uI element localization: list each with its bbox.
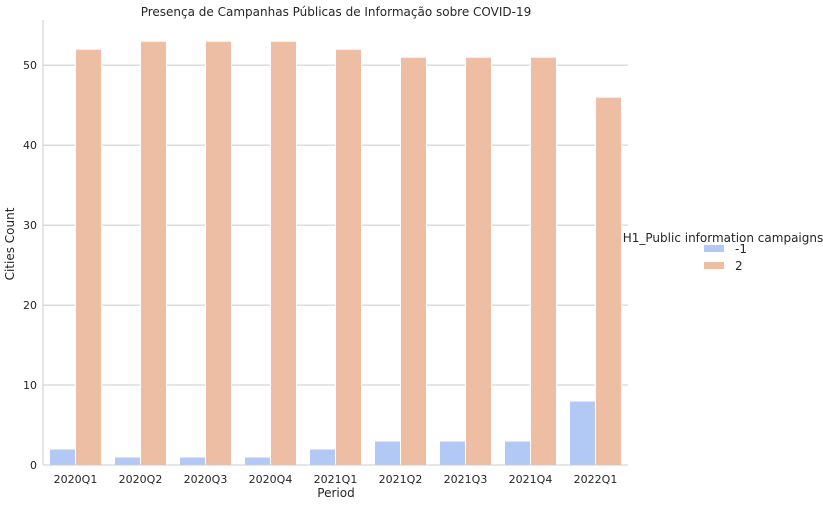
chart-title: Presença de Campanhas Públicas de Inform… — [141, 5, 532, 19]
bar — [569, 400, 596, 466]
legend-label: -1 — [735, 242, 747, 256]
bar — [530, 56, 557, 466]
legend-title: H1_Public information campaigns — [623, 231, 823, 245]
y-tick-label: 50 — [23, 59, 37, 72]
bar — [400, 56, 427, 466]
bar — [244, 456, 271, 466]
x-tick-label: 2021Q4 — [509, 473, 553, 486]
x-tick-label: 2021Q3 — [444, 473, 488, 486]
y-axis-label: Cities Count — [3, 207, 17, 280]
bars — [49, 40, 622, 466]
x-tick-label: 2022Q1 — [574, 473, 618, 486]
legend-swatch — [704, 245, 724, 252]
y-tick-labels: 0 10 20 30 40 50 — [23, 59, 37, 472]
bar — [309, 448, 336, 466]
bar — [114, 456, 141, 466]
legend: H1_Public information campaigns -1 2 — [623, 231, 823, 273]
x-axis-label: Period — [317, 486, 354, 500]
y-tick-label: 10 — [23, 379, 37, 392]
x-tick-label: 2021Q1 — [314, 473, 358, 486]
bar — [335, 48, 362, 466]
x-tick-label: 2020Q2 — [119, 473, 163, 486]
bar — [140, 40, 167, 466]
legend-label: 2 — [735, 259, 743, 273]
bar — [465, 56, 492, 466]
y-tick-label: 30 — [23, 219, 37, 232]
bar — [439, 440, 466, 466]
bar — [49, 448, 76, 466]
bar — [270, 40, 297, 466]
x-tick-label: 2020Q1 — [54, 473, 98, 486]
bar — [179, 456, 206, 466]
bar — [504, 440, 531, 466]
axes — [42, 20, 628, 466]
bar — [374, 440, 401, 466]
x-tick-labels: 2020Q1 2020Q2 2020Q3 2020Q4 2021Q1 2021Q2 2021… — [54, 473, 618, 486]
bar — [595, 96, 622, 466]
y-tick-label: 40 — [23, 139, 37, 152]
y-tick-label: 20 — [23, 299, 37, 312]
legend-swatch — [704, 262, 724, 269]
bar — [75, 48, 102, 466]
x-tick-label: 2021Q2 — [379, 473, 423, 486]
y-tick-label: 0 — [30, 459, 37, 472]
x-tick-label: 2020Q4 — [249, 473, 293, 486]
x-tick-label: 2020Q3 — [184, 473, 228, 486]
bar — [205, 40, 232, 466]
